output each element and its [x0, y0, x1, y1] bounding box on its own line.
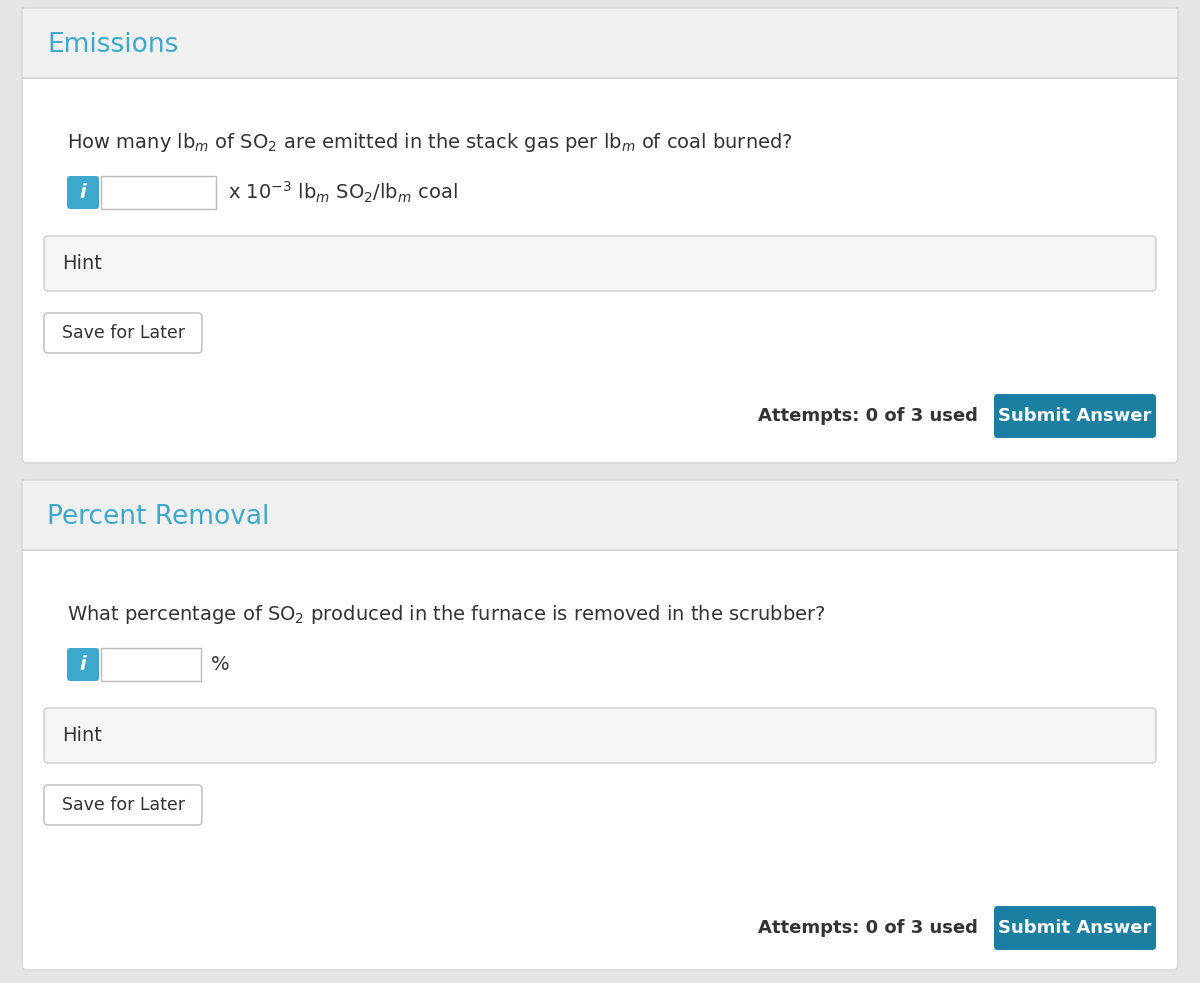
Text: Hint: Hint — [62, 254, 102, 273]
Bar — [22, 480, 1178, 550]
Text: x 10$^{-3}$ lb$_{m}$ SO$_{2}$/lb$_{m}$ coal: x 10$^{-3}$ lb$_{m}$ SO$_{2}$/lb$_{m}$ c… — [228, 180, 457, 205]
Text: Submit Answer: Submit Answer — [998, 919, 1152, 937]
Text: Emissions: Emissions — [47, 32, 179, 58]
FancyBboxPatch shape — [44, 785, 202, 825]
Text: How many lb$_{m}$ of SO$_{2}$ are emitted in the stack gas per lb$_{m}$ of coal : How many lb$_{m}$ of SO$_{2}$ are emitte… — [67, 132, 793, 154]
Text: Save for Later: Save for Later — [61, 324, 185, 342]
Bar — [22, 8, 1178, 78]
Bar — [22, 78, 1178, 79]
FancyBboxPatch shape — [44, 313, 202, 353]
FancyBboxPatch shape — [44, 708, 1156, 763]
FancyBboxPatch shape — [994, 906, 1156, 950]
Bar — [22, 550, 1178, 551]
Text: Submit Answer: Submit Answer — [998, 407, 1152, 425]
FancyBboxPatch shape — [67, 176, 98, 209]
Bar — [101, 648, 202, 681]
Bar — [101, 176, 216, 209]
FancyBboxPatch shape — [44, 236, 1156, 291]
Text: i: i — [79, 655, 86, 674]
FancyBboxPatch shape — [22, 480, 1178, 970]
Text: Attempts: 0 of 3 used: Attempts: 0 of 3 used — [758, 919, 978, 937]
Text: i: i — [79, 183, 86, 202]
Text: Hint: Hint — [62, 726, 102, 745]
Text: What percentage of SO$_{2}$ produced in the furnace is removed in the scrubber?: What percentage of SO$_{2}$ produced in … — [67, 604, 826, 626]
Text: Save for Later: Save for Later — [61, 796, 185, 814]
Text: %: % — [211, 655, 229, 674]
Text: Percent Removal: Percent Removal — [47, 504, 269, 530]
Text: Attempts: 0 of 3 used: Attempts: 0 of 3 used — [758, 407, 978, 425]
FancyBboxPatch shape — [994, 394, 1156, 438]
FancyBboxPatch shape — [22, 8, 1178, 463]
FancyBboxPatch shape — [67, 648, 98, 681]
